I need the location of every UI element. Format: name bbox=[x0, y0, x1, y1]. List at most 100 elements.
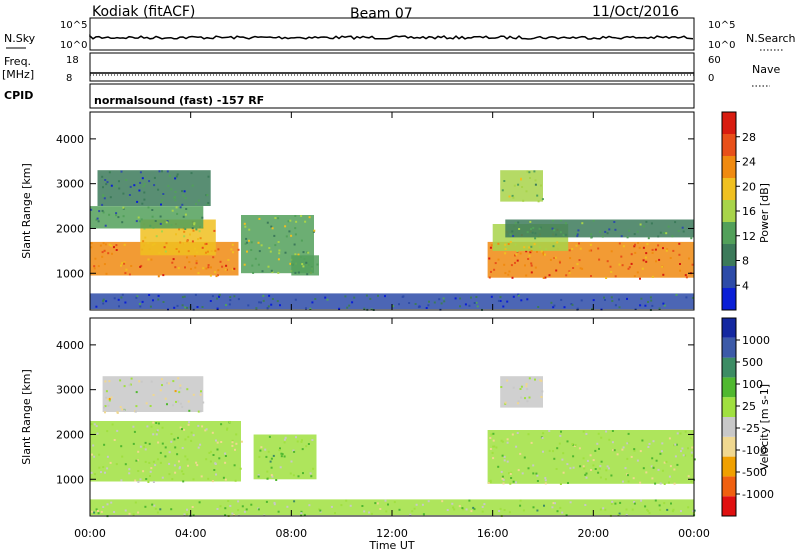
0-speckle bbox=[651, 248, 654, 251]
1-speckle bbox=[681, 447, 684, 450]
0-speckle bbox=[118, 305, 120, 308]
cpid-text: normalsound (fast) -157 RF bbox=[94, 94, 264, 107]
1-speckle bbox=[148, 442, 151, 445]
1-speckle bbox=[567, 482, 569, 484]
1-speckle bbox=[528, 377, 531, 380]
0-speckle bbox=[540, 250, 543, 253]
0-speckle bbox=[576, 263, 579, 266]
0-speckle bbox=[588, 249, 591, 252]
0-speckle bbox=[289, 219, 292, 222]
0-speckle bbox=[507, 243, 510, 245]
1-speckle bbox=[121, 408, 124, 411]
1-speckle bbox=[224, 452, 227, 455]
1-speckle bbox=[161, 442, 164, 445]
1-speckle bbox=[181, 405, 184, 408]
0-speckle bbox=[287, 220, 290, 223]
x-tick-label: 00:00 bbox=[74, 527, 106, 540]
1-speckle bbox=[311, 439, 314, 441]
1-speckle bbox=[506, 379, 509, 382]
1-speckle bbox=[542, 450, 544, 453]
1-speckle bbox=[235, 442, 238, 445]
0-speckle bbox=[671, 235, 674, 238]
0-speckle bbox=[530, 228, 532, 231]
1-speckle bbox=[361, 505, 364, 507]
0-speckle bbox=[270, 225, 273, 228]
0-speckle bbox=[193, 223, 196, 226]
1-speckle bbox=[592, 464, 595, 467]
1-speckle bbox=[676, 463, 679, 466]
0-speckle bbox=[159, 201, 162, 204]
1-speckle bbox=[179, 402, 182, 405]
0-speckle bbox=[104, 179, 107, 181]
0-speckle bbox=[512, 235, 515, 237]
0-speckle bbox=[511, 194, 514, 197]
0-speckle bbox=[201, 216, 204, 219]
power-colorbar-label: Power [dB] bbox=[758, 183, 771, 243]
1-speckle bbox=[116, 411, 119, 414]
0-speckle bbox=[626, 236, 629, 239]
0-speckle bbox=[184, 228, 187, 230]
1-speckle bbox=[543, 504, 545, 507]
0-speckle bbox=[277, 271, 280, 274]
1-speckle bbox=[499, 507, 502, 510]
1-speckle bbox=[658, 504, 661, 507]
0-speckle bbox=[647, 237, 650, 240]
0-speckle bbox=[284, 225, 287, 228]
1-speckle bbox=[132, 425, 135, 428]
0-speckle bbox=[526, 170, 529, 173]
freq-strip: Freq. [MHz] 18 8 60 0 Nave bbox=[2, 52, 780, 87]
0-speckle bbox=[268, 247, 271, 249]
1-speckle bbox=[641, 439, 644, 442]
0-speckle bbox=[165, 221, 168, 224]
1-speckle bbox=[198, 501, 201, 504]
0-speckle bbox=[181, 228, 184, 231]
0-scatter-region bbox=[97, 170, 211, 206]
0-speckle bbox=[110, 184, 113, 187]
0-speckle bbox=[494, 262, 497, 265]
0-speckle bbox=[214, 271, 217, 274]
colorbar-swatch bbox=[722, 377, 736, 398]
1-speckle bbox=[613, 449, 616, 452]
x-tick-label: 12:00 bbox=[376, 527, 408, 540]
0-speckle bbox=[679, 263, 681, 265]
1-speckle bbox=[199, 393, 202, 396]
1-speckle bbox=[183, 513, 186, 516]
0-speckle bbox=[248, 228, 251, 231]
0-speckle bbox=[117, 298, 120, 301]
1-speckle bbox=[523, 456, 526, 459]
0-speckle bbox=[110, 244, 113, 247]
0-speckle bbox=[311, 301, 314, 304]
1-speckle bbox=[140, 380, 143, 383]
1-speckle bbox=[186, 458, 189, 461]
0-speckle bbox=[123, 261, 126, 264]
1-speckle bbox=[137, 470, 140, 472]
1-speckle bbox=[506, 460, 509, 463]
1-speckle bbox=[585, 472, 588, 475]
0-speckle bbox=[684, 274, 687, 277]
1-speckle bbox=[572, 466, 575, 469]
1-speckle bbox=[521, 472, 524, 475]
0-speckle bbox=[651, 304, 654, 307]
0-speckle bbox=[576, 233, 579, 236]
0-speckle bbox=[266, 221, 269, 224]
1-speckle bbox=[512, 480, 515, 483]
0-speckle bbox=[98, 210, 101, 213]
0-speckle bbox=[562, 234, 565, 237]
1-speckle bbox=[530, 441, 533, 444]
0-speckle bbox=[528, 254, 531, 257]
1-speckle bbox=[679, 432, 682, 435]
1-speckle bbox=[152, 460, 155, 463]
1-speckle bbox=[622, 446, 625, 449]
1-speckle bbox=[227, 500, 230, 502]
1-speckle bbox=[268, 435, 271, 438]
0-speckle bbox=[300, 239, 303, 242]
1-speckle bbox=[584, 504, 587, 506]
0-speckle bbox=[504, 252, 507, 255]
1-speckle bbox=[659, 452, 662, 455]
0-speckle bbox=[204, 243, 207, 246]
0-speckle bbox=[649, 296, 652, 299]
1-speckle bbox=[231, 441, 234, 444]
0-speckle bbox=[620, 255, 623, 258]
1-speckle bbox=[627, 480, 630, 483]
